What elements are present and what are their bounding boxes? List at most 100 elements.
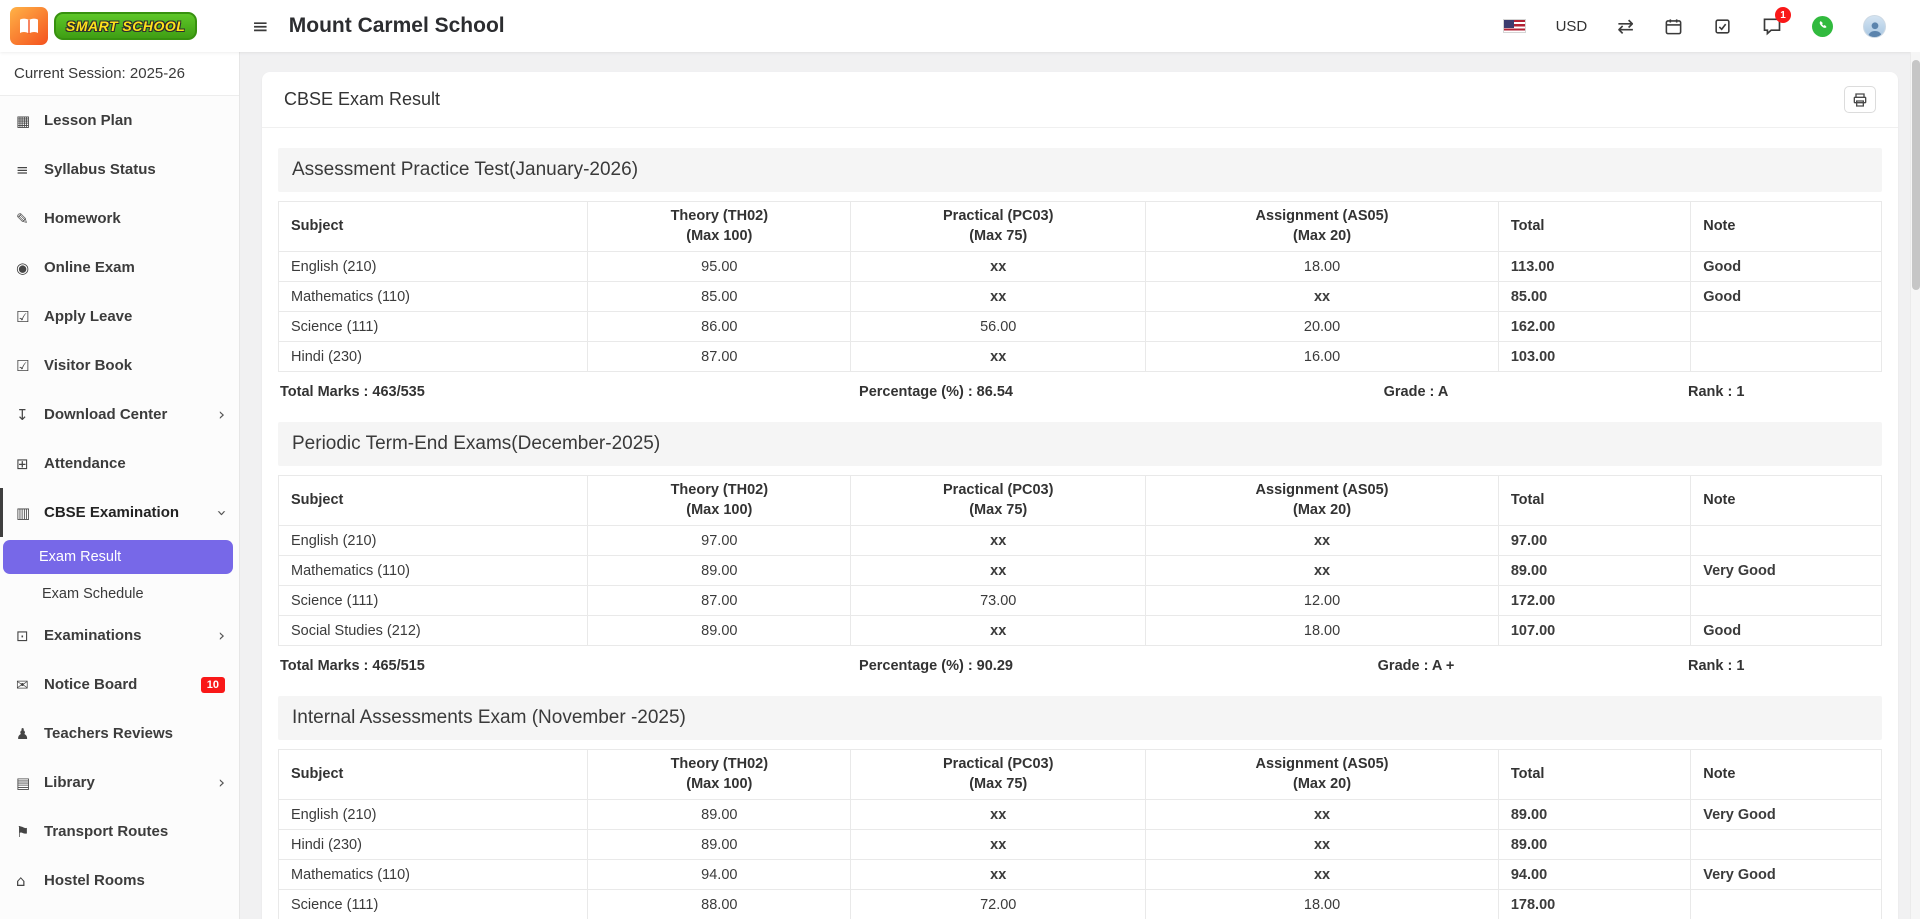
sidebar-item-label: Teachers Reviews <box>44 725 173 742</box>
exam-sections: Assessment Practice Test(January-2026) Su… <box>262 148 1898 919</box>
theory-cell: 87.00 <box>587 341 852 373</box>
sidebar-item-visitor-book[interactable]: ☑ Visitor Book <box>0 341 239 390</box>
theory-cell: 94.00 <box>587 859 852 891</box>
column-header-practical-pc03-max-75: Practical (PC03) (Max 75) <box>850 749 1147 801</box>
app-logo[interactable]: SMART SCHOOL <box>0 7 240 45</box>
sidebar-nav: ▦ Lesson Plan ≡ Syllabus Status ✎ Homework ◉ On… <box>0 96 239 905</box>
practical-cell: xx <box>850 859 1147 891</box>
column-header-theory-th02-max-100: Theory (TH02) (Max 100) <box>587 749 852 801</box>
assignment-cell: 18.00 <box>1145 889 1499 919</box>
exam-section-title: Internal Assessments Exam (November -202… <box>278 696 1882 741</box>
practical-cell: xx <box>850 799 1147 831</box>
user-avatar[interactable] <box>1863 14 1886 38</box>
column-header-total: Total <box>1497 200 1692 253</box>
total-cell: 103.00 <box>1497 341 1692 373</box>
note-cell <box>1690 889 1882 919</box>
table-row: Mathematics (110) 94.00 xx xx 94.00 Very Good <box>277 859 1882 891</box>
chevron-down-icon: › <box>211 509 232 516</box>
sidebar-item-teachers-reviews[interactable]: ♟ Teachers Reviews <box>0 709 239 758</box>
total-cell: 178.00 <box>1497 889 1692 919</box>
logo-text: SMART SCHOOL <box>54 12 198 40</box>
print-button[interactable] <box>1844 86 1876 113</box>
sidebar-item-notice-board[interactable]: ✉ Notice Board 10 <box>0 660 239 709</box>
sidebar-subitem-exam-result[interactable]: Exam Result <box>3 540 233 574</box>
sidebar-item-hostel-rooms[interactable]: ⌂ Hostel Rooms <box>0 856 239 905</box>
column-header-assignment-as05-max-20: Assignment (AS05) (Max 20) <box>1145 475 1499 527</box>
assignment-cell: 20.00 <box>1145 311 1499 343</box>
table-header-row: Subject Theory (TH02) (Max 100) Practical … <box>277 475 1882 527</box>
summary-rank: Rank : 1 <box>1688 658 1745 675</box>
exam-section-periodic-term-end-exams-december-2025: Periodic Term-End Exams(December-2025) Su… <box>277 422 1882 676</box>
assignment-cell: xx <box>1145 281 1499 313</box>
sidebar-item-label: Transport Routes <box>44 823 169 840</box>
whatsapp-icon[interactable] <box>1812 15 1833 37</box>
sidebar-item-label: Library <box>44 774 95 791</box>
sidebar-item-download-center[interactable]: ↧ Download Center › <box>0 390 239 439</box>
column-header-practical-pc03-max-75: Practical (PC03) (Max 75) <box>850 475 1147 527</box>
total-cell: 172.00 <box>1497 585 1692 617</box>
note-cell: Good <box>1690 251 1882 283</box>
summary-total-marks: Total Marks : 463/535 <box>280 384 425 401</box>
sidebar-item-library[interactable]: ▤ Library › <box>0 758 239 807</box>
sidebar-item-label: Apply Leave <box>44 308 133 325</box>
column-header-theory-th02-max-100: Theory (TH02) (Max 100) <box>587 475 852 527</box>
assignment-cell: xx <box>1145 555 1499 587</box>
sidebar: Current Session: 2025-26 ▦ Lesson Plan ≡ Sy… <box>0 52 240 919</box>
practical-cell: xx <box>850 525 1147 557</box>
exam-section-internal-assessments-exam-november-2025: Internal Assessments Exam (November -202… <box>277 696 1882 919</box>
sidebar-subitem-exam-schedule[interactable]: Exam Schedule <box>42 586 144 602</box>
sidebar-item-label: Online Exam <box>44 259 135 276</box>
teachers-reviews-icon: ♟ <box>16 724 30 743</box>
page-scrollbar[interactable] <box>1910 52 1920 919</box>
language-flag-icon[interactable] <box>1502 19 1526 33</box>
sidebar-item-cbse-examination[interactable]: ▥ CBSE Examination › <box>0 488 239 537</box>
exchange-icon[interactable]: ⇄ <box>1617 14 1634 38</box>
top-header: SMART SCHOOL ≡ Mount Carmel School USD ⇄… <box>0 0 1920 52</box>
logo-book-icon <box>10 7 48 45</box>
sidebar-item-transport-routes[interactable]: ⚑ Transport Routes <box>0 807 239 856</box>
theory-cell: 95.00 <box>587 251 852 283</box>
table-row: English (210) 95.00 xx 18.00 113.00 Good <box>277 251 1882 283</box>
practical-cell: xx <box>850 341 1147 373</box>
exam-section-assessment-practice-test-january-2026: Assessment Practice Test(January-2026) Su… <box>277 148 1882 402</box>
sidebar-item-examinations[interactable]: ⊡ Examinations › <box>0 611 239 660</box>
sidebar-item-label: CBSE Examination <box>44 504 180 521</box>
theory-cell: 89.00 <box>587 829 852 861</box>
sidebar-item-label: Notice Board <box>44 676 138 693</box>
sidebar-item-apply-leave[interactable]: ☑ Apply Leave <box>0 292 239 341</box>
assignment-cell: xx <box>1145 525 1499 557</box>
subject-cell: Science (111) <box>277 311 589 343</box>
summary-grade: Grade : A <box>1383 384 1449 401</box>
sidebar-item-lesson-plan[interactable]: ▦ Lesson Plan <box>0 96 239 145</box>
homework-icon: ✎ <box>16 209 29 228</box>
chevron-right-icon: › <box>218 404 225 425</box>
subject-cell: Hindi (230) <box>277 829 589 861</box>
sidebar-item-attendance[interactable]: ⊞ Attendance <box>0 439 239 488</box>
calendar-icon[interactable] <box>1664 17 1683 36</box>
subject-cell: English (210) <box>277 525 589 557</box>
total-cell: 107.00 <box>1497 615 1692 647</box>
chevron-right-icon: › <box>218 772 225 793</box>
menu-toggle-icon[interactable]: ≡ <box>252 14 269 38</box>
sidebar-item-online-exam[interactable]: ◉ Online Exam <box>0 243 239 292</box>
syllabus-status-icon: ≡ <box>16 160 29 179</box>
sidebar-item-label: Visitor Book <box>44 357 133 374</box>
total-cell: 89.00 <box>1497 829 1692 861</box>
chat-icon[interactable]: 1 <box>1762 7 1791 36</box>
table-row: Mathematics (110) 85.00 xx xx 85.00 Good <box>277 281 1882 313</box>
apply-leave-icon: ☑ <box>16 307 30 326</box>
sidebar-item-homework[interactable]: ✎ Homework <box>0 194 239 243</box>
task-check-icon[interactable] <box>1713 17 1732 36</box>
exam-result-table: Subject Theory (TH02) (Max 100) Practical … <box>277 475 1882 647</box>
theory-cell: 87.00 <box>587 585 852 617</box>
scrollbar-thumb[interactable] <box>1912 60 1920 290</box>
page-title: CBSE Exam Result <box>284 89 441 109</box>
exam-result-table: Subject Theory (TH02) (Max 100) Practical … <box>277 749 1882 919</box>
theory-cell: 86.00 <box>587 311 852 343</box>
column-header-note: Note <box>1690 475 1882 527</box>
table-header-row: Subject Theory (TH02) (Max 100) Practical … <box>277 749 1882 801</box>
exam-summary: Total Marks : 465/515 Percentage (%) : 90… <box>278 646 1882 676</box>
currency-selector[interactable]: USD <box>1555 17 1588 35</box>
table-row: English (210) 97.00 xx xx 97.00 <box>277 525 1882 557</box>
sidebar-item-syllabus-status[interactable]: ≡ Syllabus Status <box>0 145 239 194</box>
